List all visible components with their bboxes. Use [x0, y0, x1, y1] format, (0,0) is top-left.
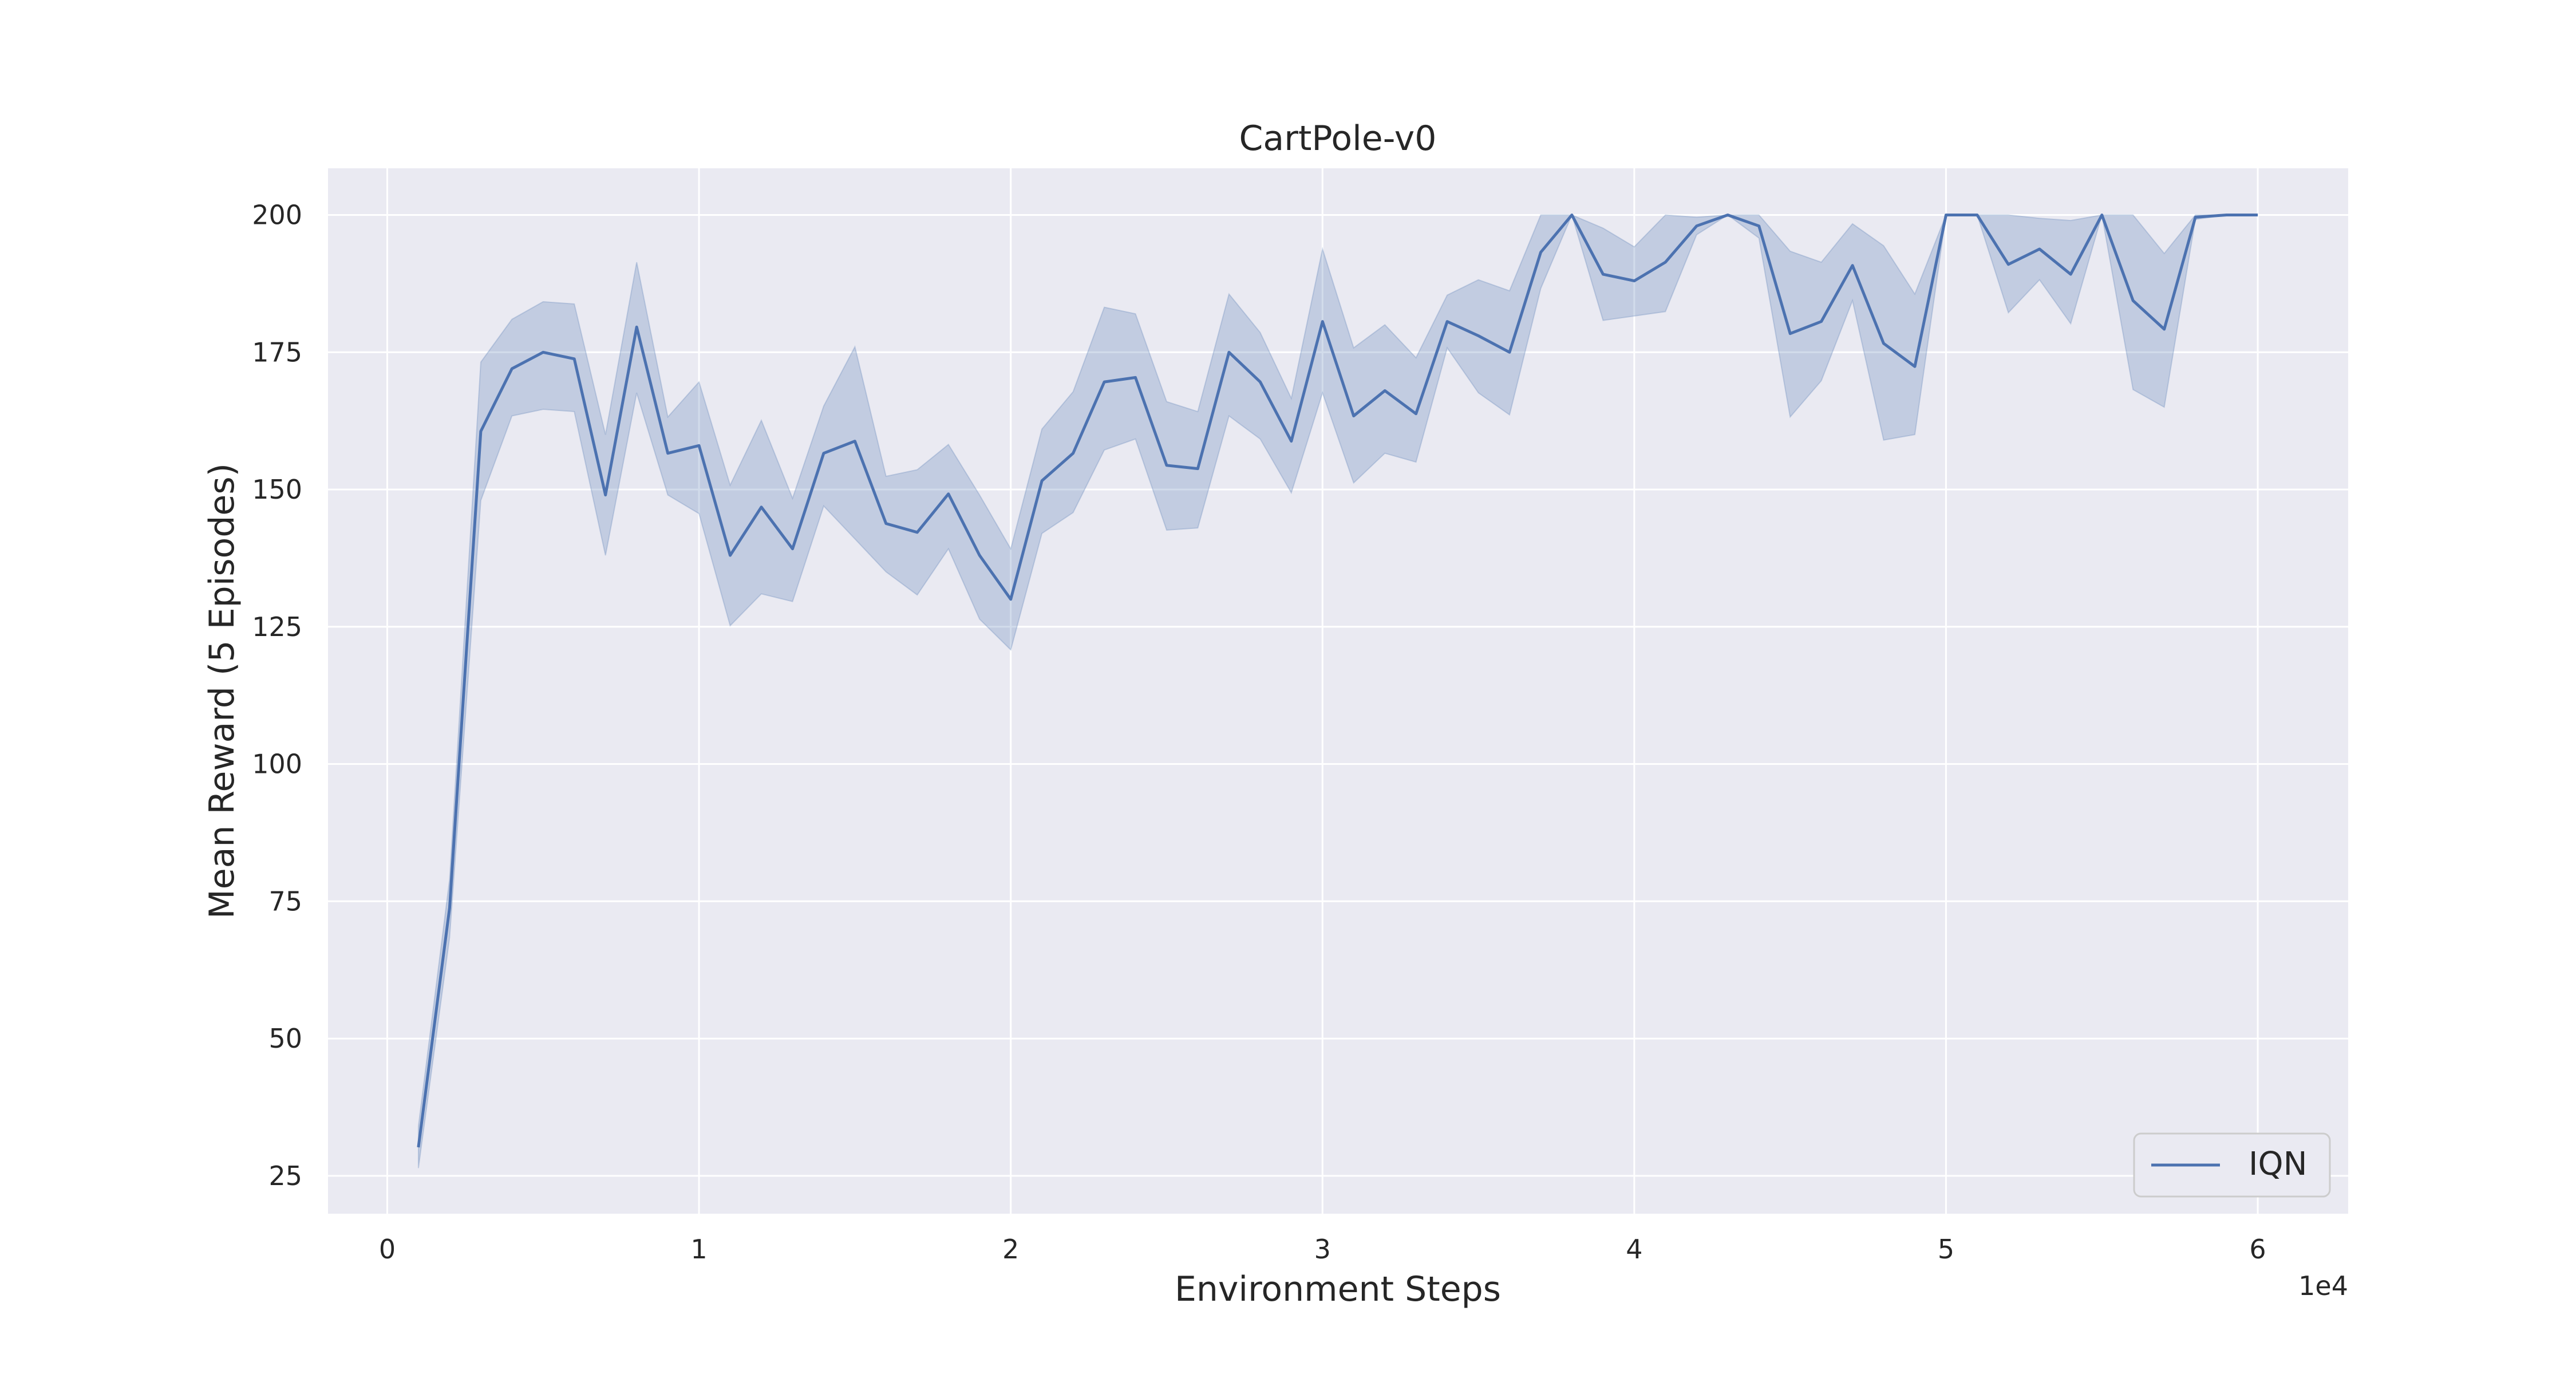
y-axis-ticks: 25 50 75 100 125 150 175 200 — [252, 200, 302, 1191]
series-line-iqn — [417, 214, 2258, 1148]
x-axis-label: Environment Steps — [1175, 1269, 1501, 1309]
y-tick-label: 150 — [252, 474, 302, 505]
grid — [328, 168, 2348, 1214]
y-tick-label: 200 — [252, 200, 302, 231]
y-tick-label: 175 — [252, 337, 302, 368]
x-tick-label: 0 — [379, 1234, 396, 1265]
y-tick-label: 100 — [252, 749, 302, 780]
legend-box — [2133, 1132, 2331, 1198]
plot-background — [328, 168, 2348, 1214]
x-tick-label: 5 — [1938, 1234, 1954, 1265]
x-tick-label: 2 — [1002, 1234, 1019, 1265]
chart-title: CartPole-v0 — [1239, 119, 1437, 159]
y-tick-label: 125 — [252, 611, 302, 642]
x-tick-label: 4 — [1626, 1234, 1642, 1265]
y-tick-label: 75 — [268, 886, 302, 917]
y-axis-label: Mean Reward (5 Episodes) — [202, 463, 242, 919]
series-lines — [417, 214, 2258, 1148]
x-axis-ticks: 0 1 2 3 4 5 6 — [379, 1234, 2266, 1265]
x-tick-label: 3 — [1314, 1234, 1331, 1265]
legend: IQN — [2133, 1132, 2331, 1198]
y-tick-label: 25 — [268, 1160, 302, 1191]
legend-label-iqn: IQN — [2249, 1146, 2307, 1183]
x-tick-label: 1 — [690, 1234, 707, 1265]
y-tick-label: 50 — [268, 1023, 302, 1054]
x-axis-offset-label: 1e4 — [2298, 1270, 2348, 1301]
x-tick-label: 6 — [2249, 1234, 2266, 1265]
